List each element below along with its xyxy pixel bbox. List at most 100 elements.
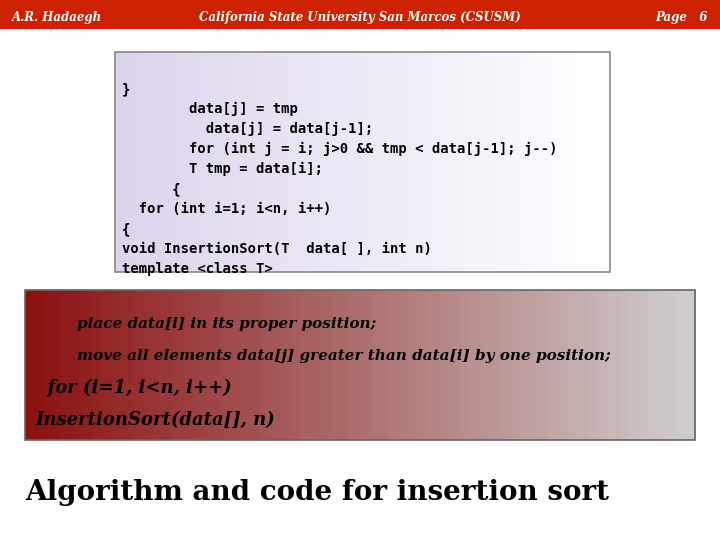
Bar bbox=[541, 52, 546, 272]
Bar bbox=[675, 290, 683, 440]
Bar bbox=[219, 52, 225, 272]
Bar bbox=[166, 290, 173, 440]
Bar bbox=[526, 52, 531, 272]
FancyBboxPatch shape bbox=[8, 8, 712, 532]
Bar bbox=[516, 52, 521, 272]
Text: A.R. Hadaegh: A.R. Hadaegh bbox=[12, 10, 102, 24]
Bar bbox=[353, 52, 359, 272]
Bar bbox=[248, 52, 254, 272]
Bar bbox=[605, 52, 611, 272]
Bar bbox=[407, 290, 414, 440]
Text: InsertionSort(data[], n): InsertionSort(data[], n) bbox=[35, 411, 275, 429]
Bar bbox=[333, 290, 341, 440]
Bar bbox=[565, 52, 571, 272]
Bar bbox=[92, 290, 99, 440]
Bar bbox=[274, 52, 279, 272]
Bar bbox=[595, 52, 600, 272]
Bar bbox=[293, 52, 299, 272]
Bar bbox=[259, 290, 267, 440]
Bar bbox=[541, 290, 549, 440]
Bar bbox=[567, 290, 575, 440]
Bar bbox=[66, 290, 73, 440]
Bar bbox=[229, 52, 235, 272]
Bar bbox=[179, 52, 185, 272]
Bar bbox=[682, 290, 689, 440]
Bar bbox=[642, 290, 649, 440]
Bar bbox=[427, 52, 433, 272]
Bar bbox=[253, 52, 259, 272]
Bar bbox=[135, 52, 140, 272]
Bar bbox=[307, 290, 314, 440]
Bar bbox=[300, 290, 307, 440]
Text: }: } bbox=[122, 82, 130, 96]
Bar bbox=[179, 290, 186, 440]
Bar bbox=[287, 290, 294, 440]
Bar bbox=[575, 52, 581, 272]
Bar bbox=[588, 290, 595, 440]
Bar bbox=[264, 52, 269, 272]
Bar bbox=[206, 290, 213, 440]
Bar bbox=[382, 52, 388, 272]
Bar bbox=[635, 290, 642, 440]
Bar bbox=[668, 290, 675, 440]
Bar bbox=[554, 290, 562, 440]
Bar bbox=[279, 52, 284, 272]
Text: void InsertionSort(T  data[ ], int n): void InsertionSort(T data[ ], int n) bbox=[122, 242, 432, 256]
Bar bbox=[580, 52, 586, 272]
Bar bbox=[427, 290, 434, 440]
Bar bbox=[320, 290, 327, 440]
Text: for (int i=1; i<n, i++): for (int i=1; i<n, i++) bbox=[122, 202, 331, 216]
Bar bbox=[105, 290, 113, 440]
Bar bbox=[514, 290, 521, 440]
Bar bbox=[561, 290, 568, 440]
Bar bbox=[155, 52, 161, 272]
Bar bbox=[688, 290, 696, 440]
Text: {: { bbox=[122, 182, 181, 196]
Bar bbox=[233, 290, 240, 440]
Bar bbox=[441, 52, 447, 272]
Bar bbox=[192, 290, 200, 440]
Bar bbox=[145, 52, 150, 272]
Bar bbox=[590, 52, 596, 272]
Bar bbox=[0, 0, 720, 29]
Bar bbox=[372, 52, 378, 272]
Bar bbox=[150, 52, 156, 272]
Bar bbox=[392, 52, 398, 272]
Bar bbox=[521, 52, 526, 272]
Text: place data[i] in its proper position;: place data[i] in its proper position; bbox=[35, 317, 377, 331]
Bar bbox=[343, 52, 348, 272]
Bar bbox=[608, 290, 616, 440]
Bar bbox=[486, 52, 492, 272]
Bar bbox=[508, 290, 515, 440]
Bar bbox=[288, 52, 294, 272]
Bar bbox=[214, 52, 220, 272]
Bar bbox=[481, 52, 487, 272]
Bar bbox=[25, 290, 695, 440]
Bar bbox=[394, 290, 401, 440]
Bar bbox=[654, 290, 662, 440]
Bar bbox=[45, 290, 53, 440]
Bar bbox=[433, 290, 441, 440]
Bar bbox=[360, 290, 367, 440]
Text: for (int j = i; j>0 && tmp < data[j-1]; j--): for (int j = i; j>0 && tmp < data[j-1]; … bbox=[122, 142, 557, 156]
Bar bbox=[387, 290, 395, 440]
Bar bbox=[402, 52, 408, 272]
Text: data[j] = tmp: data[j] = tmp bbox=[122, 102, 298, 116]
Bar bbox=[78, 290, 86, 440]
Bar bbox=[125, 52, 130, 272]
Bar bbox=[25, 290, 32, 440]
Bar bbox=[145, 290, 153, 440]
Bar bbox=[551, 52, 557, 272]
Bar bbox=[153, 290, 160, 440]
Bar bbox=[120, 52, 125, 272]
Bar bbox=[140, 52, 145, 272]
Bar bbox=[461, 290, 468, 440]
Bar bbox=[224, 52, 230, 272]
Bar bbox=[437, 52, 442, 272]
Bar bbox=[472, 52, 477, 272]
Bar bbox=[422, 52, 428, 272]
Bar bbox=[358, 52, 363, 272]
Bar bbox=[615, 290, 622, 440]
Bar bbox=[115, 52, 121, 272]
Bar bbox=[412, 52, 418, 272]
